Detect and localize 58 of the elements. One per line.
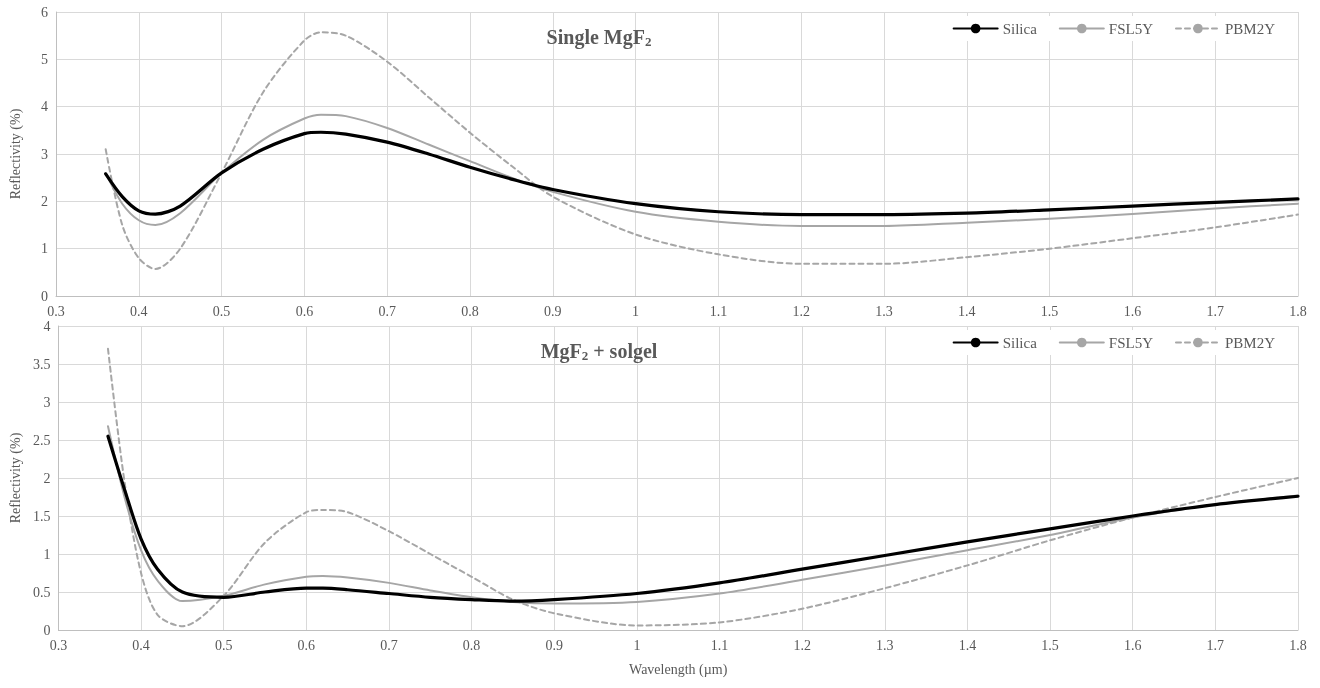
y-tick-label: 0 — [41, 288, 48, 304]
y-axis-title: Reflectivity (%) — [7, 108, 24, 200]
y-tick-label: 1.5 — [32, 508, 51, 524]
y-tick-label: 1 — [41, 241, 48, 257]
x-tick-label: 0.3 — [47, 303, 65, 319]
y-tick-label: 4 — [41, 99, 48, 115]
legend-label: PBM2Y — [1224, 334, 1276, 351]
y-tick-label: 0 — [43, 622, 51, 638]
x-tick-label: 1.1 — [710, 637, 729, 653]
y-axis-title: Reflectivity (%) — [7, 432, 24, 524]
x-tick-label: 1 — [632, 303, 640, 319]
x-tick-label: 1 — [633, 637, 641, 653]
y-tick-label: 2.5 — [32, 432, 51, 448]
x-tick-label: 0.8 — [462, 637, 481, 653]
legend-label: FSL5Y — [1108, 20, 1154, 37]
x-tick-label: 1.6 — [1123, 637, 1142, 653]
x-tick-label: 1.3 — [875, 303, 893, 319]
y-tick-label: 3.5 — [32, 356, 51, 372]
x-tick-label: 0.7 — [378, 303, 396, 319]
x-tick-label: 1.7 — [1206, 303, 1224, 319]
x-tick-label: 1.4 — [958, 303, 976, 319]
x-tick-label: 1.5 — [1040, 303, 1059, 319]
x-tick-label: 1.5 — [1041, 637, 1059, 653]
x-tick-label: 0.9 — [544, 303, 562, 319]
x-tick-label: 1.8 — [1289, 303, 1307, 319]
x-tick-label: 1.7 — [1206, 637, 1225, 653]
y-tick-label: 3 — [43, 394, 51, 410]
x-tick-label: 0.6 — [295, 303, 314, 319]
line-series — [104, 130, 1300, 217]
x-tick-label: 0.4 — [132, 637, 150, 653]
x-tick-label: 0.6 — [297, 637, 316, 653]
x-tick-label: 0.3 — [49, 637, 68, 653]
y-tick-label: 3 — [41, 146, 48, 162]
x-tick-label: 0.9 — [545, 637, 563, 653]
y-tick-label: 5 — [41, 51, 48, 67]
x-tick-label: 1.2 — [793, 637, 811, 653]
x-tick-label: 0.5 — [214, 637, 233, 653]
legend-label: Silica — [1002, 334, 1038, 351]
legend-label: FSL5Y — [1108, 334, 1154, 351]
x-tick-label: 1.3 — [876, 637, 894, 653]
x-tick-label: 0.4 — [130, 303, 148, 319]
y-tick-label: 4 — [43, 318, 51, 334]
legend-label: Silica — [1002, 20, 1038, 37]
x-tick-label: 0.5 — [212, 303, 231, 319]
y-tick-label: 0.5 — [32, 584, 51, 600]
y-tick-label: 1 — [43, 546, 51, 562]
x-tick-label: 1.2 — [792, 303, 810, 319]
y-tick-label: 2 — [41, 193, 48, 209]
legend-label: PBM2Y — [1224, 20, 1276, 37]
y-tick-label: 6 — [41, 4, 48, 20]
x-tick-label: 0.7 — [380, 637, 398, 653]
x-axis-title: Wavelength (µm) — [629, 661, 728, 678]
x-tick-label: 1.4 — [958, 637, 977, 653]
x-tick-label: 0.8 — [461, 303, 479, 319]
x-tick-label: 1.1 — [709, 303, 728, 319]
x-tick-label: 1.8 — [1289, 637, 1307, 653]
x-tick-label: 1.6 — [1123, 303, 1142, 319]
y-tick-label: 2 — [43, 470, 51, 486]
